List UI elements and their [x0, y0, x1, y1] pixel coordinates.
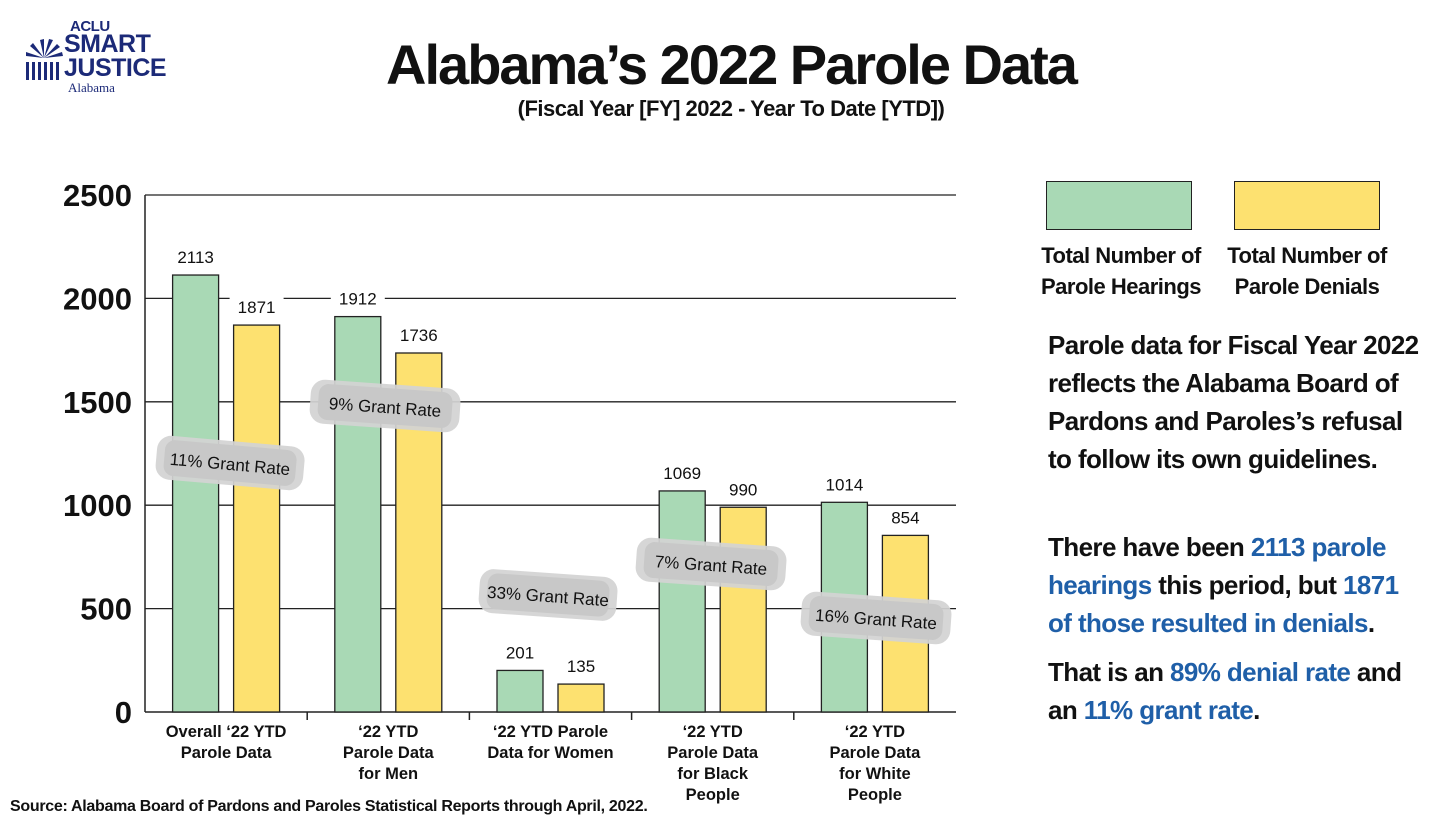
y-tick-label: 500 — [80, 592, 132, 627]
y-tick-label: 1500 — [63, 385, 132, 420]
data-label-bg — [655, 461, 710, 484]
legend-swatch-hearings — [1046, 181, 1192, 230]
data-label-bg — [493, 641, 547, 664]
x-tick-label: ‘22 YTD — [683, 723, 743, 741]
logo-line2: JUSTICE — [64, 54, 167, 82]
source-note: Source: Alabama Board of Pardons and Par… — [10, 798, 648, 815]
data-label-bg — [168, 246, 223, 269]
data-label: 1014 — [825, 475, 863, 494]
chart-subtitle: (Fiscal Year [FY] 2022 - Year To Date [Y… — [517, 96, 945, 121]
logo-state: Alabama — [68, 80, 115, 95]
grant-rate-sticker: 33% Grant Rate — [478, 569, 618, 621]
data-label-bg — [391, 323, 446, 346]
bar-hearings — [171, 274, 220, 713]
data-label: 1871 — [238, 298, 276, 317]
bar-hearings — [658, 490, 706, 713]
x-tick-label: People — [848, 786, 902, 804]
bar-chart: 0 500 1000 1500 2000 2500 2113 1871 Overall ‘22 … — [63, 178, 956, 804]
grant-rate-sticker-inner — [643, 542, 779, 586]
chart-title: Alabama’s 2022 Parole Data — [386, 33, 1078, 96]
data-label-bg — [817, 473, 872, 496]
x-tick-label: Parole Data — [667, 744, 759, 762]
x-tick-label: Parole Data — [830, 744, 922, 762]
x-tick-label: ‘22 YTD — [845, 723, 905, 741]
summary-paragraph-1: Parole data for Fiscal Year 2022 reflect… — [1048, 330, 1419, 474]
grant-rate-sticker: 11% Grant Rate — [155, 435, 305, 491]
grant-rate-sticker-inner — [486, 573, 610, 617]
sunburst-icon — [26, 39, 63, 80]
legend-swatch-denials — [1234, 181, 1380, 230]
y-tick-label: 1000 — [63, 488, 132, 523]
data-label-bg — [878, 506, 933, 529]
x-tick-label: ‘22 YTD — [358, 723, 418, 741]
bar-denials — [232, 324, 281, 713]
x-tick-label: People — [686, 786, 740, 804]
x-tick-label: Data for Women — [487, 744, 613, 762]
y-tick-label: 0 — [115, 695, 132, 730]
logo-line1: SMART — [64, 30, 151, 58]
data-label-bg — [229, 296, 284, 319]
grant-rate-sticker: 9% Grant Rate — [309, 379, 461, 433]
summary-paragraph-3: That is an 89% denial rate and an 11% gr… — [1048, 657, 1402, 725]
y-tick-label: 2500 — [63, 178, 132, 213]
data-label-bg — [716, 478, 771, 501]
grant-rate-sticker-inner — [808, 596, 944, 640]
data-label: 135 — [567, 657, 595, 676]
summary-paragraph-2: There have been 2113 parole hearings thi… — [1048, 532, 1399, 638]
data-label-bg — [330, 287, 385, 310]
bar-hearings — [496, 669, 544, 713]
data-label-bg — [554, 655, 608, 678]
data-label: 2113 — [177, 248, 214, 267]
x-tick-label: for White — [839, 765, 911, 783]
legend-label-denials: Total Number of Parole Denials — [1227, 243, 1387, 299]
bar-denials — [719, 506, 767, 713]
grant-rate-sticker: 16% Grant Rate — [800, 591, 952, 645]
data-label: 854 — [891, 508, 919, 527]
data-label: 1069 — [663, 464, 701, 483]
x-tick-label: Overall ‘22 YTD — [166, 723, 287, 741]
x-tick-label: for Men — [359, 765, 419, 783]
x-tick-label: Parole Data — [181, 744, 273, 762]
grant-rate-sticker-inner — [163, 440, 297, 486]
bar-denials — [557, 683, 605, 713]
logo-org: ACLU — [70, 18, 110, 35]
grant-rate-sticker-inner — [317, 384, 453, 428]
data-label: 1912 — [339, 290, 377, 309]
y-tick-label: 2000 — [63, 281, 132, 316]
x-tick-label: Parole Data — [343, 744, 435, 762]
data-label: 990 — [729, 480, 757, 499]
data-label: 1736 — [400, 326, 438, 345]
bar-hearings — [334, 315, 382, 713]
x-tick-label: ‘22 YTD Parole — [493, 723, 608, 741]
x-tick-label: for Black — [677, 765, 748, 783]
grant-rate-sticker: 7% Grant Rate — [635, 537, 787, 591]
legend-label-hearings: Total Number of Parole Hearings — [1040, 243, 1202, 299]
aclu-logo: ACLU SMART JUSTICE Alabama — [20, 18, 190, 98]
data-label: 201 — [506, 643, 534, 662]
